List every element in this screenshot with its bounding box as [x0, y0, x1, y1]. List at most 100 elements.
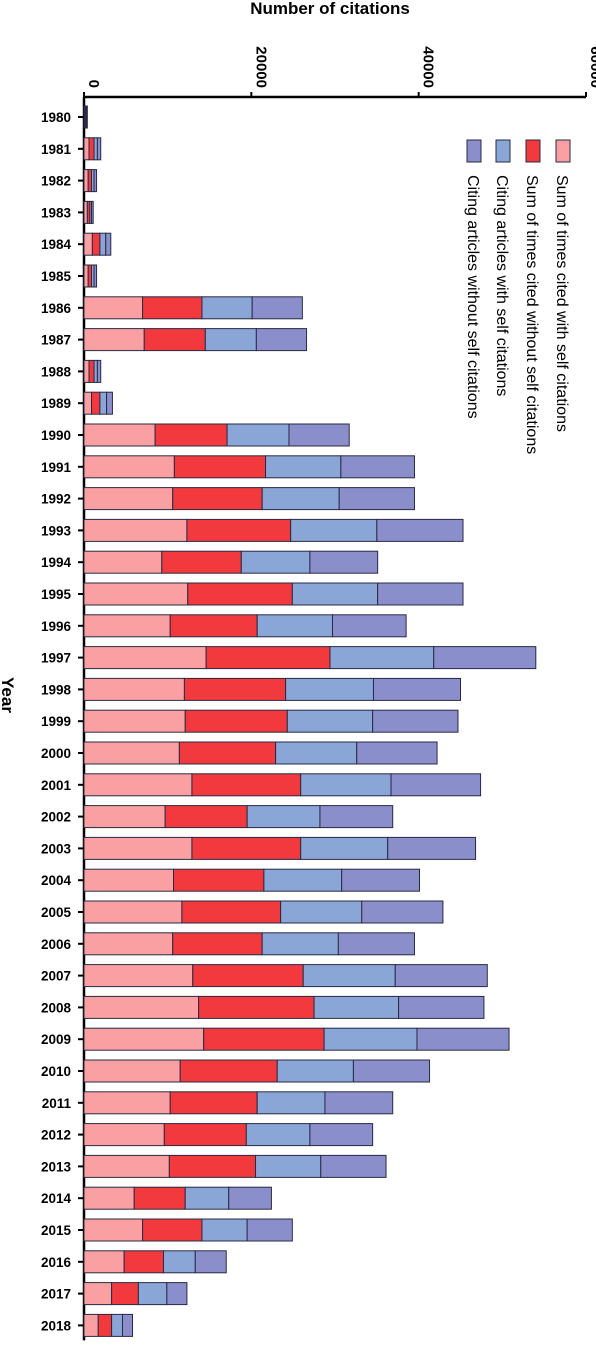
bar-segment-3: [184, 1186, 230, 1210]
bar-segment-2: [91, 232, 101, 256]
year-label: 1998: [41, 682, 72, 697]
bar-segment-4: [416, 1027, 510, 1051]
bar-segment-2: [87, 264, 93, 288]
year-label: 1989: [41, 396, 71, 411]
bar-segment-2: [172, 487, 263, 511]
year-label: 1990: [41, 428, 71, 443]
bar-segment-2: [123, 1250, 164, 1274]
bar-segment-3: [290, 518, 378, 542]
bar-segment-3: [275, 741, 358, 765]
legend-label-1: Sum of times cited with self citations: [553, 175, 570, 432]
bar-segment-2: [205, 646, 331, 670]
bar-segment-4: [320, 1154, 387, 1178]
bar-segment-2: [168, 1154, 257, 1178]
bar-segment-3: [323, 1027, 418, 1051]
bar-segment-3: [300, 773, 392, 797]
bar-segment-1: [83, 487, 174, 511]
bar-segment-3: [265, 455, 342, 479]
bar-segment-1: [83, 296, 144, 320]
bar-segment-4: [251, 296, 303, 320]
bar-segment-2: [133, 1186, 186, 1210]
bar-segment-4: [194, 1250, 227, 1274]
year-label: 1985: [41, 269, 72, 284]
year-label: 1986: [41, 301, 72, 316]
bar-layer: [83, 105, 537, 1337]
bar-segment-1: [83, 1250, 125, 1274]
bar-segment-2: [191, 836, 302, 860]
bar-segment-2: [186, 518, 292, 542]
bar-segment-1: [83, 264, 89, 288]
bar-segment-2: [91, 391, 101, 415]
year-label: 2016: [41, 1255, 72, 1270]
year-label: 2006: [41, 937, 72, 952]
bar-segment-4: [166, 1282, 188, 1306]
year-label: 2012: [41, 1128, 71, 1143]
bar-segment-4: [356, 741, 438, 765]
bar-segment-4: [105, 232, 112, 256]
year-label: 2007: [41, 969, 71, 984]
bar-segment-2: [173, 455, 267, 479]
bar-segment-3: [99, 391, 108, 415]
year-label: 2002: [41, 810, 71, 825]
y-axis-title: Year: [0, 677, 17, 713]
bar-segment-4: [319, 805, 394, 829]
year-label: 2005: [41, 905, 72, 920]
bar-segment-4: [228, 1186, 272, 1210]
bar-segment-3: [276, 1059, 354, 1083]
bar-segment-2: [111, 1282, 139, 1306]
bar-segment-1: [83, 423, 156, 447]
bar-segment-4: [255, 328, 308, 352]
year-label: 2008: [41, 1000, 72, 1015]
year-label: 1981: [41, 142, 72, 157]
bar-segment-1: [83, 1154, 170, 1178]
bar-segment-3: [201, 1218, 248, 1242]
bar-segment-1: [83, 550, 163, 574]
bar-segment-4: [337, 932, 415, 956]
year-label: 2011: [42, 1096, 72, 1111]
bar-segment-2: [169, 1091, 258, 1115]
bar-segment-4: [377, 582, 464, 606]
bar-segment-4: [106, 391, 113, 415]
bar-segment-4: [398, 995, 485, 1019]
year-label: 2010: [41, 1064, 71, 1079]
bar-segment-2: [178, 741, 277, 765]
bar-segment-4: [246, 1218, 293, 1242]
year-label: 1996: [41, 619, 72, 634]
bar-segment-3: [93, 137, 98, 161]
bar-segment-3: [240, 550, 311, 574]
bar-segment-1: [83, 328, 145, 352]
year-label: 1992: [41, 492, 71, 507]
year-label: 2009: [41, 1032, 71, 1047]
bar-segment-1: [83, 1059, 181, 1083]
year-label: 1982: [41, 174, 71, 189]
bar-segment-3: [261, 932, 339, 956]
year-label: 1980: [41, 110, 71, 125]
year-label: 2013: [41, 1159, 72, 1174]
bar-segment-2: [143, 328, 206, 352]
bar-segment-1: [83, 169, 89, 193]
bar-segment-4: [387, 836, 477, 860]
bar-segment-2: [172, 932, 263, 956]
bar-segment-1: [83, 900, 183, 924]
bar-segment-1: [83, 1186, 135, 1210]
bar-segment-2: [184, 709, 288, 733]
bar-segment-2: [161, 550, 242, 574]
bar-segment-4: [86, 105, 88, 129]
bar-segment-3: [280, 900, 363, 924]
bar-segment-2: [203, 1027, 325, 1051]
bar-segment-1: [83, 614, 171, 638]
bar-segment-4: [372, 709, 459, 733]
year-label: 2000: [41, 746, 71, 761]
year-label: 1988: [41, 364, 72, 379]
bar-segment-4: [331, 614, 407, 638]
bar-segment-1: [83, 709, 186, 733]
bar-segment-4: [390, 773, 482, 797]
bar-segment-2: [181, 900, 282, 924]
year-label: 1983: [41, 205, 72, 220]
bar-segment-3: [162, 1250, 196, 1274]
bar-segment-1: [83, 200, 88, 224]
bar-segment-3: [204, 328, 257, 352]
bar-segment-1: [83, 518, 188, 542]
bar-segment-3: [137, 1282, 168, 1306]
